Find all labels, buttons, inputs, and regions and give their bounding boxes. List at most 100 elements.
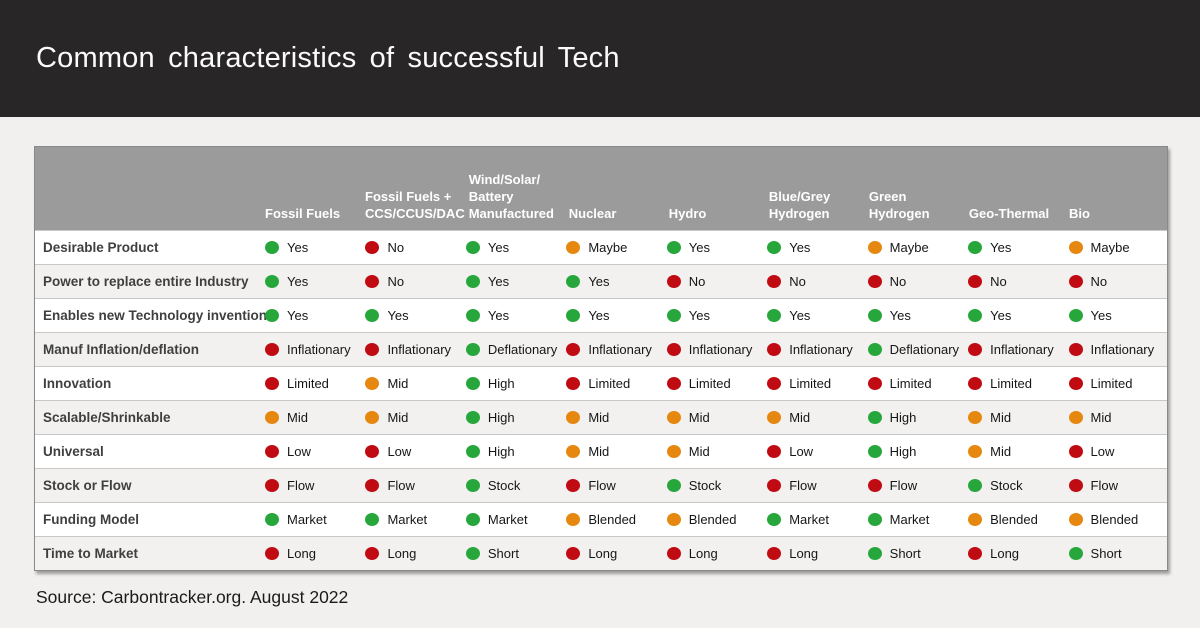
table-cell: Limited [765,376,865,391]
table-row: Universal Low Low High Mid Mid Low High Mid Low [35,434,1167,468]
cell-value: Yes [487,274,510,289]
table-cell: High [866,444,966,459]
orange-status-dot-icon [867,241,882,254]
cell-value: Deflationary [889,342,960,357]
red-status-dot-icon [666,343,681,356]
green-status-dot-icon [867,547,882,560]
table-cell: Maybe [866,240,966,255]
green-status-dot-icon [867,513,882,526]
cell-value: Long [789,546,819,561]
red-status-dot-icon [968,547,983,560]
table-cell: Yes [966,240,1066,255]
table-cell: Inflationary [363,342,463,357]
table-cell: Blended [564,512,664,527]
red-status-dot-icon [265,377,279,390]
red-status-dot-icon [1068,343,1083,356]
cell-value: Inflationary [990,342,1054,357]
green-status-dot-icon [566,275,581,288]
orange-status-dot-icon [566,513,581,526]
table-row: Desirable Product Yes No Yes Maybe Yes Yes Mayb… [35,230,1167,264]
cell-value: Mid [688,410,710,425]
table-cell: Yes [866,308,966,323]
source-attribution: Source: Carbontracker.org. August 2022 [36,587,349,607]
cell-value: Low [387,444,412,459]
table-cell: Inflationary [665,342,765,357]
orange-status-dot-icon [666,445,681,458]
cell-value: Yes [1090,308,1112,323]
table-cell: Blended [966,512,1066,527]
row-label: Stock or Flow [43,478,132,493]
cell-value: Maybe [1090,240,1130,255]
table-cell: Long [966,546,1066,561]
green-status-dot-icon [666,241,681,254]
column-header: Fossil Fuels [265,205,341,221]
cell-value: No [1090,274,1108,289]
cell-value: No [688,274,706,289]
table-cell: Stock [464,478,564,493]
table-cell: Mid [765,410,865,425]
cell-value: Market [487,512,528,527]
cell-value: Blended [588,512,637,527]
table-cell: Limited [1067,376,1167,391]
green-status-dot-icon [867,445,882,458]
green-status-dot-icon [465,275,480,288]
cell-value: Limited [889,376,932,391]
orange-status-dot-icon [566,241,581,254]
orange-status-dot-icon [767,411,782,424]
cell-value: High [889,410,917,425]
green-status-dot-icon [465,343,480,356]
table-cell: Mid [363,376,463,391]
table-cell: High [464,410,564,425]
red-status-dot-icon [265,479,279,492]
table-cell: Mid [665,444,765,459]
table-cell: Yes [263,308,363,323]
cell-value: Maybe [889,240,929,255]
cell-value: Yes [789,308,811,323]
cell-value: Flow [789,478,817,493]
table-cell: No [866,274,966,289]
table-cell: Inflationary [1067,342,1167,357]
green-status-dot-icon [666,479,681,492]
cell-value: Yes [990,308,1012,323]
red-status-dot-icon [1068,479,1083,492]
cell-value: Yes [287,274,309,289]
cell-value: No [387,274,405,289]
green-status-dot-icon [767,309,782,322]
cell-value: Yes [588,308,610,323]
cell-value: Mid [990,444,1012,459]
red-status-dot-icon [265,445,279,458]
row-label: Power to replace entire Industry [43,274,249,289]
cell-value: Short [487,546,519,561]
cell-value: Low [789,444,814,459]
cell-value: Flow [387,478,415,493]
column-header: Blue/Grey Hydrogen [768,188,831,221]
cell-value: Inflationary [1090,342,1155,357]
cell-value: Blended [990,512,1038,527]
orange-status-dot-icon [968,411,983,424]
table-cell: Low [263,444,363,459]
cell-value: Short [889,546,921,561]
table-cell: Low [1067,444,1167,459]
table-cell: Deflationary [464,342,564,357]
cell-value: Long [387,546,417,561]
cell-value: Inflationary [287,342,351,357]
cell-value: Flow [1090,478,1118,493]
row-label: Enables new Technology invention [43,308,268,323]
red-status-dot-icon [365,445,380,458]
red-status-dot-icon [767,275,782,288]
table-row: Innovation Limited Mid High Limited Limited Li… [35,366,1167,400]
cell-value: No [387,240,405,255]
table-row: Enables new Technology invention Yes Yes Ye… [35,298,1167,332]
cell-value: Yes [990,240,1012,255]
red-status-dot-icon [1068,445,1083,458]
green-status-dot-icon [566,309,581,322]
title-banner: Common characteristics of successful Tec… [0,0,1200,117]
red-status-dot-icon [1068,275,1083,288]
table-cell: Blended [1067,512,1167,527]
orange-status-dot-icon [566,445,581,458]
cell-value: No [990,274,1007,289]
orange-status-dot-icon [968,445,983,458]
column-header: Green Hydrogen [868,188,930,221]
green-status-dot-icon [465,513,480,526]
cell-value: Limited [588,376,631,391]
